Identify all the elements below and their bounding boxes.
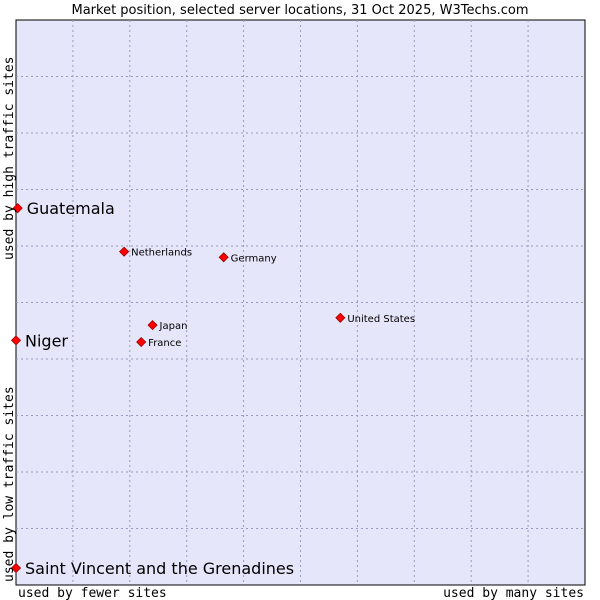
point-label-france: France [148,338,181,349]
point-marker-germany [218,252,229,263]
point-label-guatemala: Guatemala [27,199,115,218]
point-marker-france [136,336,147,348]
point-label-netherlands: Netherlands [131,248,192,259]
point-marker-netherlands [119,246,130,257]
point-marker-saint-vincent-and-the-grenadines [10,562,22,574]
chart-title: Market position, selected server locatio… [71,3,528,18]
point-label-japan: Japan [159,321,188,332]
x-axis-label-left: used by fewer sites [18,586,167,600]
point-marker-niger [10,335,22,346]
data-points: Guatemala Niger Saint Vincent and the Gren… [10,199,415,578]
point-label-germany: Germany [231,253,277,264]
point-label-saint-vincent-and-the-grenadines: Saint Vincent and the Grenadines [25,559,294,578]
grid-lines [16,20,585,585]
y-axis-label-bottom: used by low traffic sites [2,386,17,582]
point-marker-guatemala [12,203,23,214]
point-label-niger: Niger [25,331,68,350]
y-axis-label-top: used by high traffic sites [2,57,17,261]
point-marker-united-states [335,312,346,323]
x-axis-label-right: used by many sites [443,586,584,600]
point-label-united-states: United States [347,314,415,325]
point-marker-japan [147,320,158,331]
